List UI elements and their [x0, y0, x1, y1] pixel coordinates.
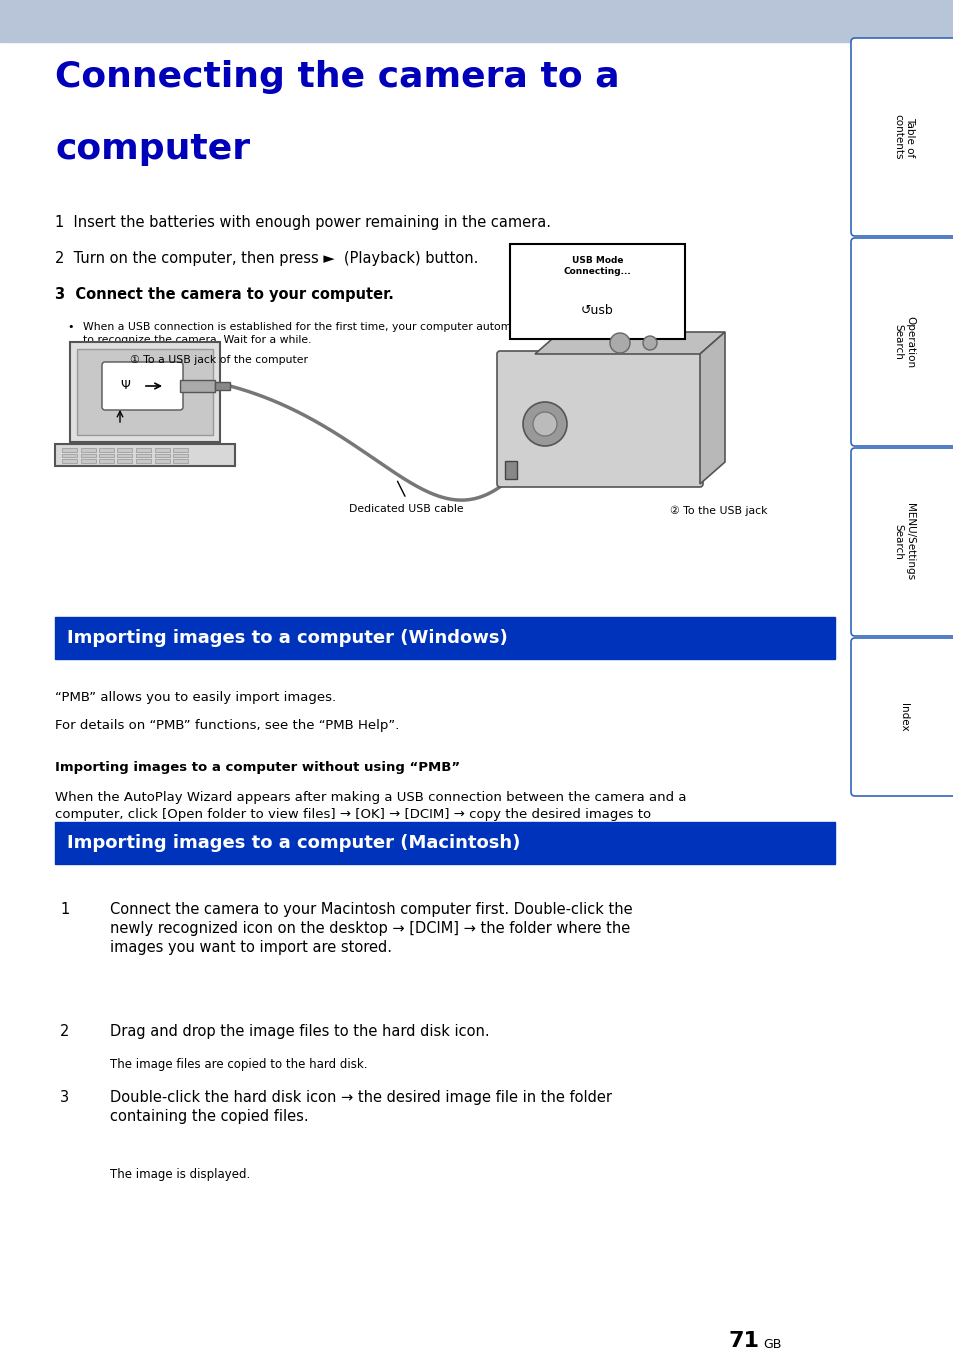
- Text: Connecting the camera to a: Connecting the camera to a: [55, 60, 619, 94]
- Bar: [504, 461, 517, 479]
- Text: Table of
contents: Table of contents: [893, 114, 914, 160]
- Bar: [80, 460, 95, 463]
- FancyBboxPatch shape: [102, 361, 183, 409]
- Bar: [55, 444, 234, 465]
- Text: Importing images to a computer without using “PMB”: Importing images to a computer without u…: [55, 761, 459, 773]
- Text: USB Mode
Connecting...: USB Mode Connecting...: [563, 256, 631, 277]
- FancyBboxPatch shape: [850, 38, 953, 235]
- FancyBboxPatch shape: [850, 238, 953, 446]
- Text: ② To the USB jack: ② To the USB jack: [669, 507, 767, 516]
- Text: computer: computer: [55, 131, 250, 166]
- Text: Drag and drop the image files to the hard disk icon.: Drag and drop the image files to the har…: [110, 1024, 489, 1039]
- Bar: [99, 449, 113, 452]
- Bar: [55, 617, 834, 658]
- Bar: [154, 449, 170, 452]
- Bar: [214, 382, 230, 390]
- Text: Importing images to a computer (Windows): Importing images to a computer (Windows): [67, 628, 507, 648]
- Bar: [77, 349, 213, 435]
- Text: The image files are copied to the hard disk.: The image files are copied to the hard d…: [110, 1058, 367, 1071]
- Circle shape: [642, 335, 657, 350]
- Text: Ψ: Ψ: [120, 379, 130, 393]
- Text: Operation
Search: Operation Search: [893, 316, 914, 368]
- Bar: [136, 455, 151, 457]
- Text: •: •: [67, 322, 73, 333]
- Text: 3: 3: [60, 1090, 69, 1105]
- Bar: [0, 0, 953, 42]
- Text: 2  Turn on the computer, then press ►  (Playback) button.: 2 Turn on the computer, then press ► (Pl…: [55, 251, 477, 266]
- Circle shape: [522, 402, 566, 446]
- Bar: [62, 455, 77, 457]
- Text: ↺usb: ↺usb: [580, 304, 613, 318]
- Bar: [117, 455, 132, 457]
- Text: ① To a USB jack of the computer: ① To a USB jack of the computer: [130, 355, 308, 366]
- Circle shape: [533, 412, 557, 435]
- Circle shape: [609, 333, 629, 353]
- Bar: [80, 455, 95, 457]
- Bar: [154, 455, 170, 457]
- Text: 2: 2: [60, 1024, 70, 1039]
- Text: Dedicated USB cable: Dedicated USB cable: [349, 504, 463, 513]
- Bar: [62, 460, 77, 463]
- Text: The image is displayed.: The image is displayed.: [110, 1168, 250, 1181]
- Text: Connect the camera to your Macintosh computer first. Double-click the
newly reco: Connect the camera to your Macintosh com…: [110, 902, 632, 956]
- Bar: [510, 244, 684, 340]
- Bar: [154, 460, 170, 463]
- Polygon shape: [700, 333, 724, 485]
- Bar: [172, 449, 188, 452]
- Text: 71: 71: [728, 1331, 760, 1351]
- Text: Importing images to a computer (Macintosh): Importing images to a computer (Macintos…: [67, 834, 519, 852]
- Text: 3  Connect the camera to your computer.: 3 Connect the camera to your computer.: [55, 287, 394, 303]
- FancyBboxPatch shape: [850, 638, 953, 795]
- Text: GB: GB: [762, 1338, 781, 1350]
- Text: 1: 1: [60, 902, 70, 917]
- Text: When a USB connection is established for the first time, your computer automatic: When a USB connection is established for…: [83, 322, 638, 345]
- FancyBboxPatch shape: [497, 350, 702, 487]
- Bar: [117, 460, 132, 463]
- Bar: [180, 381, 214, 392]
- Polygon shape: [535, 333, 724, 355]
- Bar: [136, 460, 151, 463]
- Bar: [136, 449, 151, 452]
- Text: 1  Insert the batteries with enough power remaining in the camera.: 1 Insert the batteries with enough power…: [55, 215, 551, 230]
- Bar: [55, 821, 834, 864]
- Bar: [80, 449, 95, 452]
- Text: Double-click the hard disk icon → the desired image file in the folder
containin: Double-click the hard disk icon → the de…: [110, 1090, 612, 1124]
- Bar: [99, 460, 113, 463]
- Bar: [172, 455, 188, 457]
- Text: Index: Index: [899, 702, 908, 731]
- Bar: [117, 449, 132, 452]
- Text: When the AutoPlay Wizard appears after making a USB connection between the camer: When the AutoPlay Wizard appears after m…: [55, 791, 686, 838]
- Text: For details on “PMB” functions, see the “PMB Help”.: For details on “PMB” functions, see the …: [55, 719, 399, 732]
- Bar: [62, 449, 77, 452]
- Bar: [172, 460, 188, 463]
- Bar: [99, 455, 113, 457]
- Text: MENU/Settings
Search: MENU/Settings Search: [893, 504, 914, 580]
- FancyBboxPatch shape: [850, 448, 953, 637]
- Text: “PMB” allows you to easily import images.: “PMB” allows you to easily import images…: [55, 691, 335, 704]
- Bar: [70, 342, 220, 442]
